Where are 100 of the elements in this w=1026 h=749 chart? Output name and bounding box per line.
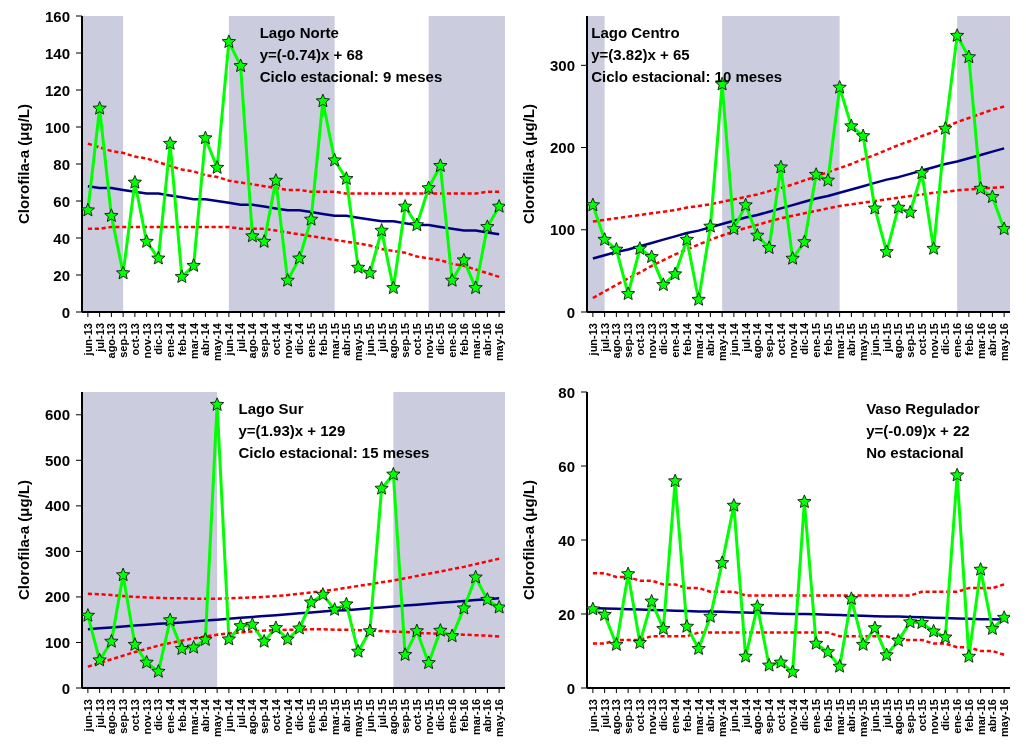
x-tick-label: oct-13 [633, 323, 646, 356]
x-tick-label: may-16 [998, 323, 1011, 361]
point [867, 620, 882, 635]
annotation: Ciclo estacional: 15 meses [238, 443, 430, 463]
x-tick-label: ago-13 [610, 699, 623, 735]
point [609, 242, 624, 256]
point [468, 280, 483, 295]
line-series [591, 105, 1006, 223]
y-tick-label: 300 [44, 542, 70, 560]
x-tick-label: abr-15 [845, 323, 858, 357]
x-tick-label: dic-13 [657, 699, 670, 731]
x-tick-label: sep-14 [258, 322, 271, 358]
x-tick-label: oct-15 [410, 699, 423, 732]
x-tick-label: jul-14 [234, 698, 247, 729]
point [104, 208, 119, 222]
x-tick-label: dic-13 [152, 699, 165, 731]
x-tick-label: ene-14 [164, 698, 177, 734]
x-tick-label: ene-14 [669, 698, 682, 734]
point [245, 228, 260, 243]
point [127, 637, 142, 651]
line-series [86, 225, 501, 279]
x-tick-label: dic-14 [293, 322, 306, 355]
point [233, 618, 248, 633]
point [961, 49, 976, 64]
x-tick-label: sep-15 [399, 323, 412, 358]
x-tick-label: feb-15 [316, 323, 329, 356]
point [656, 277, 671, 291]
point [950, 467, 965, 482]
point [386, 467, 401, 481]
point [750, 599, 765, 613]
point [116, 567, 131, 582]
x-tick-label: ago-14 [751, 698, 764, 735]
annotation: Ciclo estacional: 10 meses [591, 67, 783, 87]
x-tick-label: abr-16 [481, 323, 494, 357]
y-axis-title: Clorofila-a (μg/L) [15, 104, 33, 224]
point [903, 205, 918, 219]
x-tick-label: feb-16 [962, 323, 975, 356]
point [938, 121, 953, 135]
point [762, 658, 777, 672]
text: Lago Norte [259, 23, 340, 43]
point [726, 221, 741, 236]
x-tick-label: nov-14 [786, 322, 799, 359]
point [139, 234, 154, 248]
x-tick-label: feb-15 [821, 323, 834, 356]
x-tick-label: sep-13 [622, 699, 635, 734]
x-tick-label: nov-13 [140, 323, 153, 359]
point [597, 232, 612, 246]
x-tick-label: sep-15 [904, 699, 917, 734]
x-tick-label: dic-15 [434, 323, 447, 355]
point [950, 28, 965, 42]
x-tick-label: ago-14 [246, 322, 259, 359]
x-tick-label: jun-13 [586, 699, 599, 733]
point [679, 619, 694, 633]
point [233, 58, 248, 73]
point [362, 265, 377, 280]
y-tick-label: 0 [61, 679, 70, 697]
x-tick-label: jul-13 [93, 699, 106, 729]
line-series [86, 557, 501, 600]
x-tick-label: mar-14 [692, 322, 705, 360]
x-tick-label: feb-16 [457, 699, 470, 732]
point [691, 641, 706, 655]
point [480, 592, 495, 606]
y-axis-title: Clorofila-a (μg/L) [520, 104, 538, 224]
x-tick-label: nov-14 [281, 322, 294, 359]
x-tick-label: sep-15 [904, 323, 917, 358]
point [797, 234, 812, 249]
point [832, 80, 847, 94]
y-tick-label: 60 [53, 192, 70, 210]
y-tick-label: 120 [44, 81, 70, 99]
point [609, 637, 624, 651]
x-tick-label: jul-15 [880, 699, 893, 729]
x-tick-label: nov-15 [927, 323, 940, 359]
point [785, 664, 800, 679]
x-tick-label: nov-13 [645, 323, 658, 359]
point [268, 173, 283, 187]
x-tick-label: ene-15 [810, 699, 823, 734]
x-tick-label: abr-14 [704, 322, 717, 357]
x-tick-label: oct-14 [774, 698, 787, 732]
point [856, 128, 871, 143]
point [292, 250, 307, 265]
y-tick-label: 0 [566, 679, 575, 697]
x-tick-label: oct-14 [269, 698, 282, 732]
point [891, 633, 906, 647]
x-tick-label: jul-14 [739, 322, 752, 353]
point [644, 594, 659, 608]
x-tick-label: ene-15 [305, 323, 318, 358]
point [210, 160, 225, 174]
point [104, 634, 119, 648]
point [339, 171, 354, 185]
x-tick-label: nov-15 [927, 699, 940, 735]
point [445, 628, 460, 643]
x-tick-label: jun-13 [81, 699, 94, 733]
x-tick-label: ago-15 [892, 323, 905, 359]
x-tick-label: dic-15 [434, 699, 447, 731]
x-tick-label: abr-15 [845, 699, 858, 733]
point [292, 620, 307, 635]
point [715, 555, 730, 569]
point [738, 649, 753, 663]
point [280, 273, 295, 287]
annotation: No estacional [866, 443, 965, 463]
